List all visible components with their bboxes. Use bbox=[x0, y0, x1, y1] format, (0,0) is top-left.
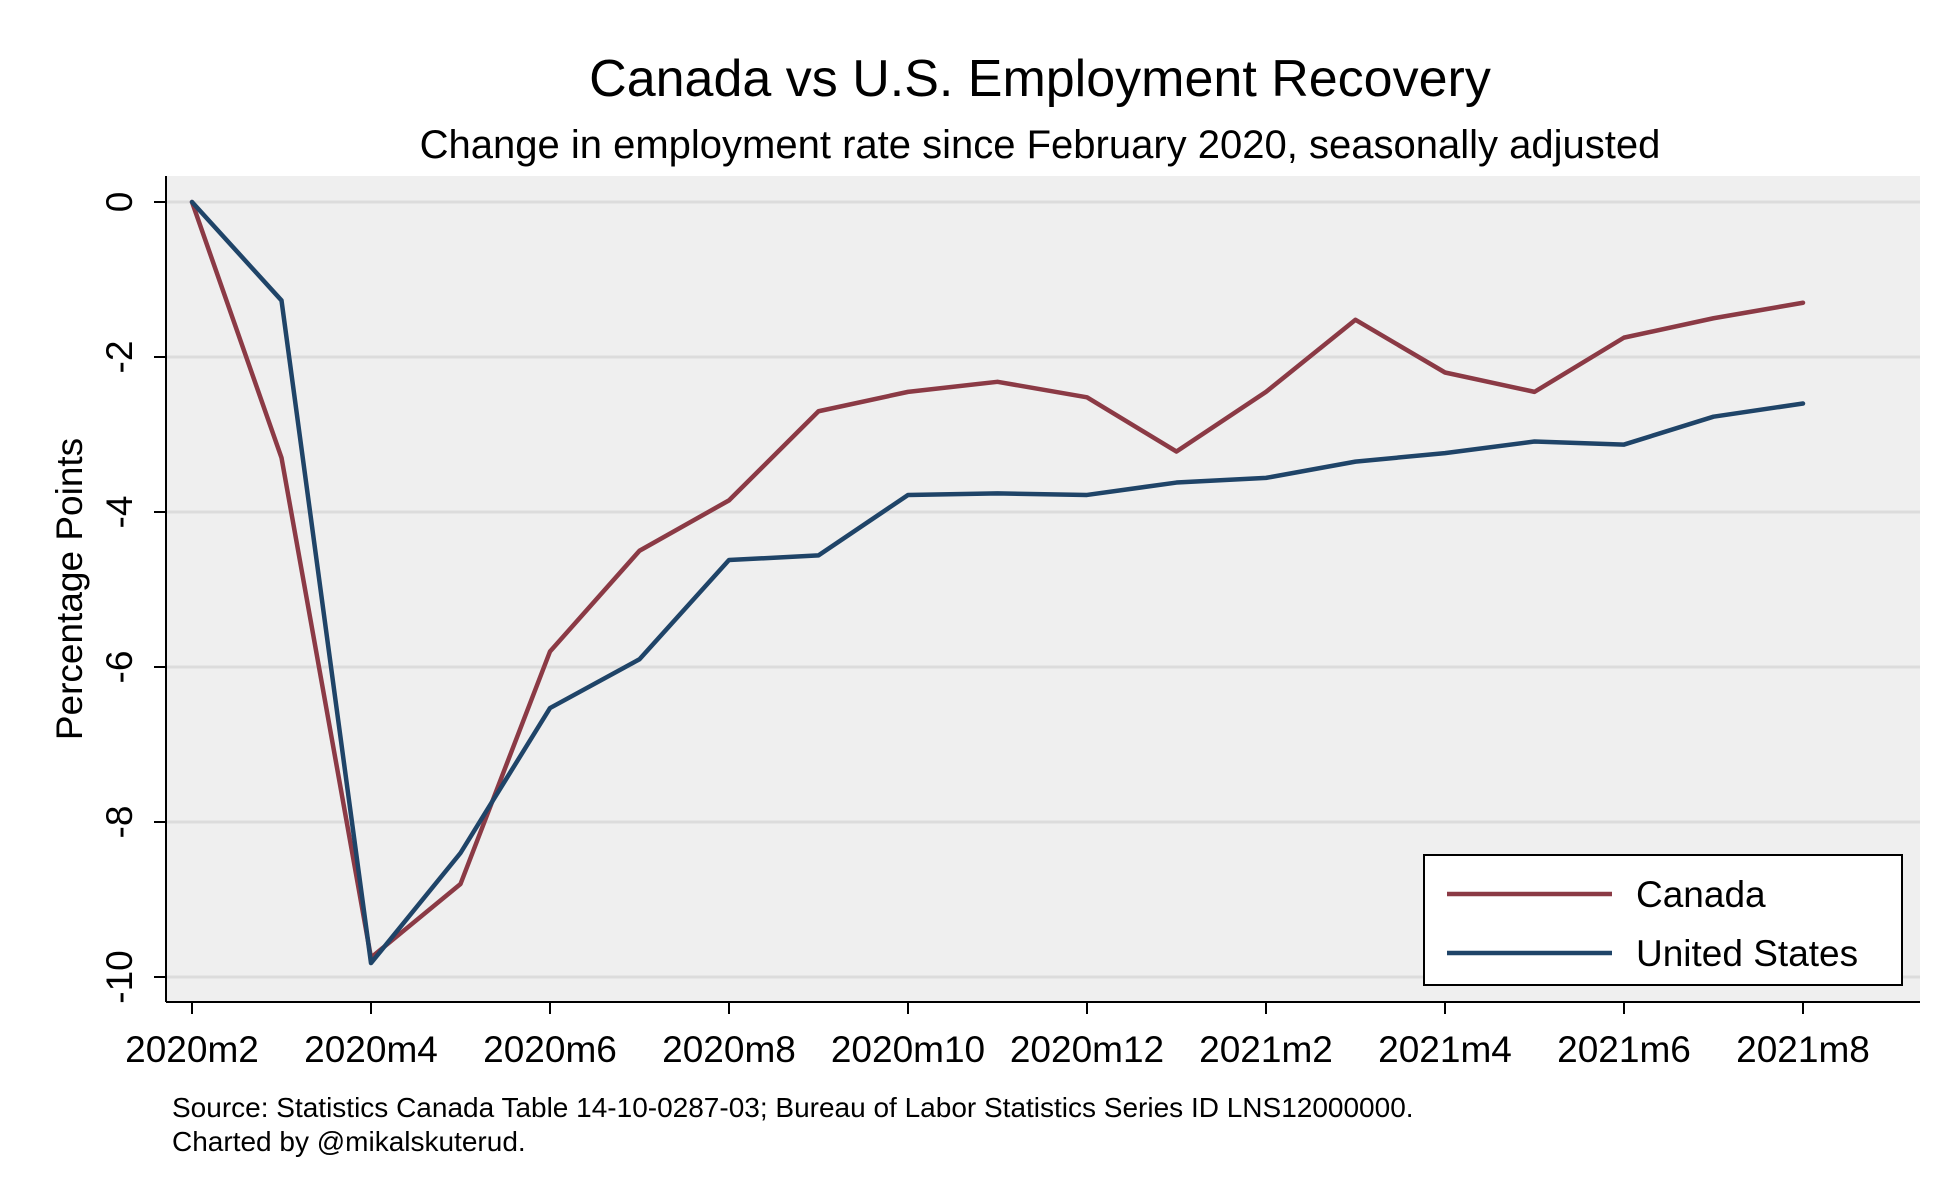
legend-box bbox=[1423, 854, 1903, 986]
x-tick-label: 2021m2 bbox=[1199, 1029, 1333, 1070]
x-tick-label: 2021m6 bbox=[1557, 1029, 1691, 1070]
axes bbox=[165, 176, 1920, 1003]
series-lines bbox=[189, 199, 1806, 966]
x-tick-label: 2020m6 bbox=[483, 1029, 617, 1070]
x-tick-label: 2020m12 bbox=[1010, 1029, 1164, 1070]
x-tick-label: 2020m4 bbox=[304, 1029, 438, 1070]
credit-note: Charted by @mikalskuterud. bbox=[172, 1126, 526, 1157]
x-axis-ticks: 2020m2 2020m4 2020m6 2020m8 2020m10 2020m12 20… bbox=[125, 1002, 1870, 1070]
y-axis-label: Percentage Points bbox=[49, 438, 90, 740]
y-tick-label: -2 bbox=[99, 341, 140, 374]
legend: Canada United States bbox=[1423, 854, 1903, 986]
chart-subtitle: Change in employment rate since February… bbox=[420, 123, 1661, 167]
y-tick-label: -6 bbox=[99, 651, 140, 684]
y-tick-label: -10 bbox=[99, 950, 140, 1003]
y-tick-label: 0 bbox=[99, 192, 140, 213]
series-line-united-states bbox=[189, 199, 1806, 966]
series-line-canada bbox=[189, 199, 1806, 960]
x-tick-label: 2021m4 bbox=[1378, 1029, 1512, 1070]
y-tick-label: -4 bbox=[99, 496, 140, 529]
x-tick-label: 2021m8 bbox=[1736, 1029, 1870, 1070]
y-tick-label: -8 bbox=[99, 806, 140, 839]
chart-title: Canada vs U.S. Employment Recovery bbox=[589, 50, 1491, 108]
legend-label-canada: Canada bbox=[1636, 874, 1766, 915]
x-tick-label: 2020m8 bbox=[662, 1029, 796, 1070]
legend-label-united-states: United States bbox=[1636, 933, 1858, 974]
source-note: Source: Statistics Canada Table 14-10-02… bbox=[172, 1092, 1414, 1123]
x-tick-label: 2020m10 bbox=[831, 1029, 985, 1070]
x-tick-label: 2020m2 bbox=[125, 1029, 259, 1070]
y-axis-ticks: 0 -2 -4 -6 -8 -10 bbox=[99, 192, 166, 1004]
